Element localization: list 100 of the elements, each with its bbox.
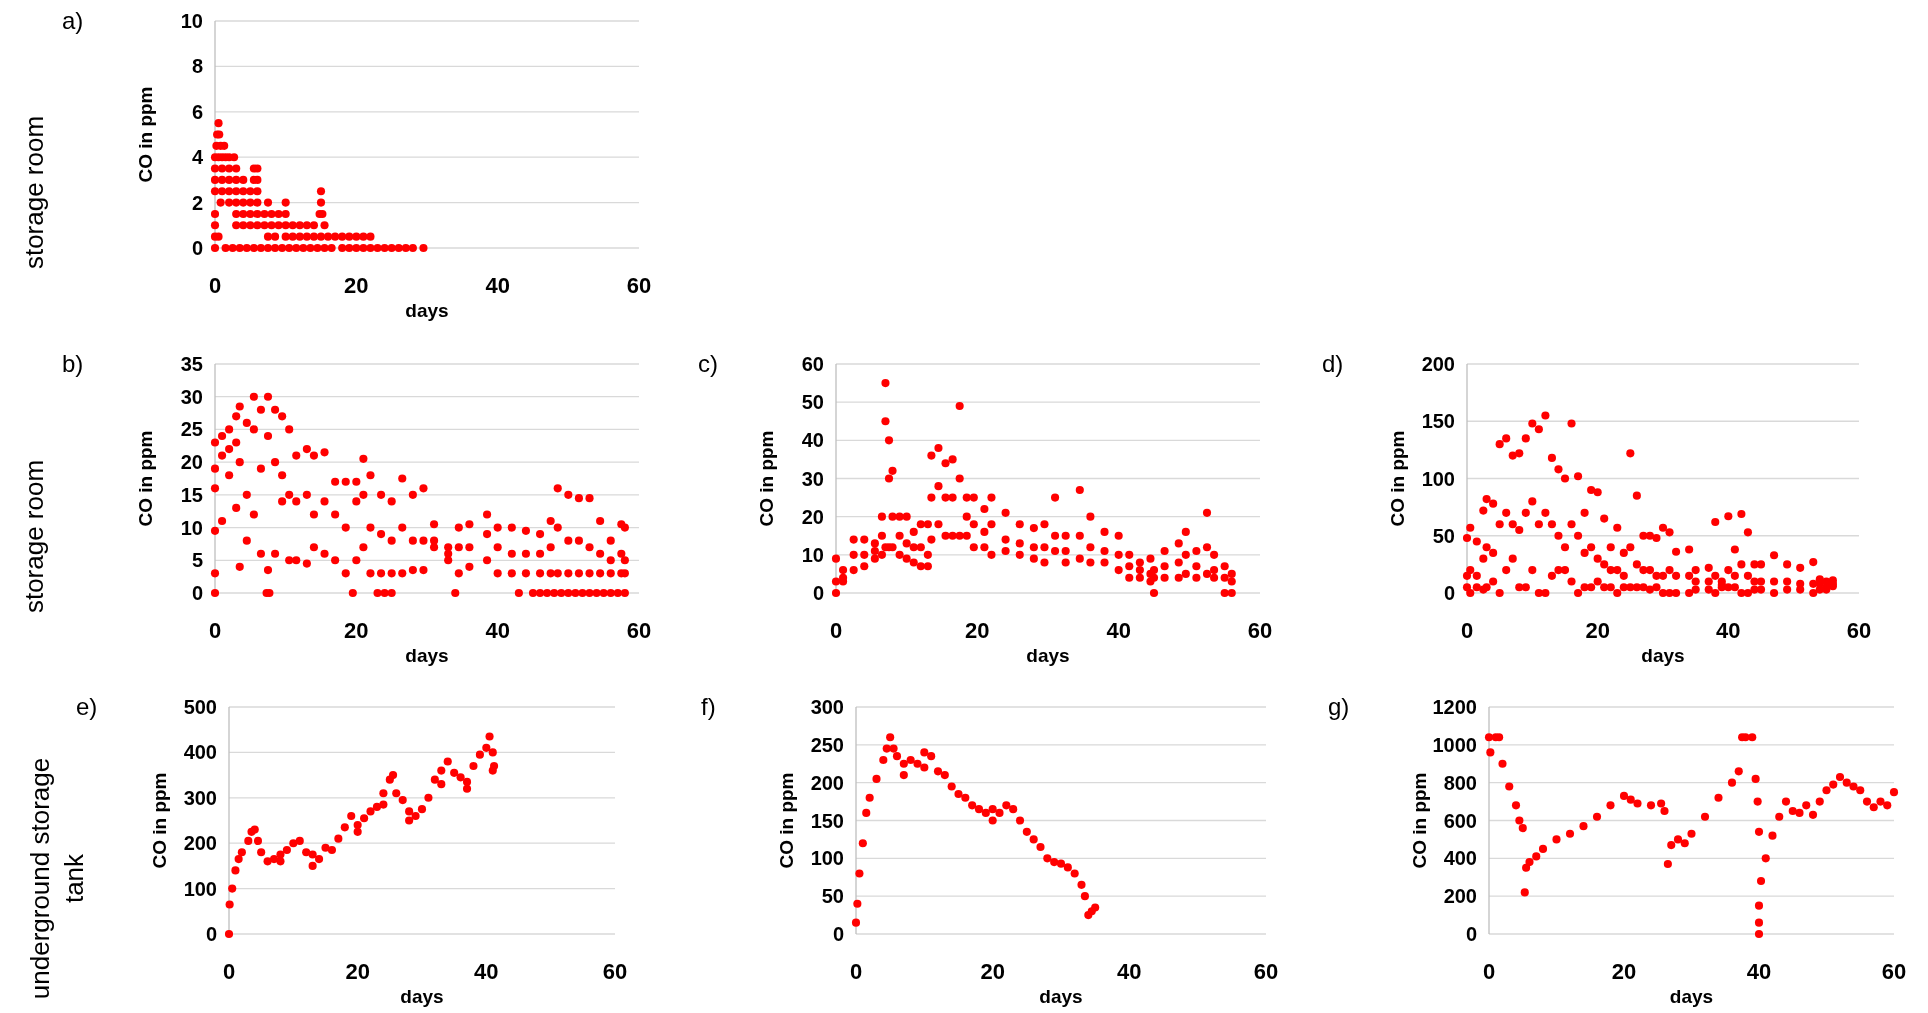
point (1002, 801, 1011, 810)
point (398, 796, 407, 805)
y-axis-title: CO in ppm (1386, 430, 1408, 527)
y-axis-title: CO in ppm (134, 86, 156, 183)
point (379, 789, 388, 798)
y-tick-label: 200 (1421, 353, 1455, 375)
y-tick-label: 25 (180, 418, 203, 441)
y-tick-label: 150 (810, 809, 844, 832)
y-tick-label: 0 (191, 237, 203, 259)
x-tick-label: 40 (1716, 617, 1741, 643)
point (886, 733, 895, 742)
point (995, 808, 1004, 817)
point (456, 773, 465, 782)
y-tick-label: 100 (1421, 467, 1455, 490)
y-tick-label: 30 (801, 467, 824, 490)
y-tick-label: 0 (205, 923, 217, 945)
point (388, 771, 398, 780)
y-tick-label: 250 (810, 733, 844, 756)
y-tick-label: 20 (180, 451, 203, 474)
point (353, 827, 362, 836)
x-tick-label: 60 (1881, 958, 1907, 984)
point (1036, 842, 1045, 852)
point (224, 929, 234, 939)
y-tick-label: 300 (810, 696, 844, 718)
point (340, 823, 349, 832)
point (353, 820, 362, 830)
y-tick-label: 100 (183, 877, 217, 900)
point (315, 855, 324, 864)
y-tick-label: 50 (801, 391, 824, 414)
y-axis-title: CO in ppm (134, 430, 156, 527)
point (961, 793, 970, 802)
point (968, 801, 977, 810)
x-tick-label: 40 (1117, 958, 1142, 984)
y-tick-label: 400 (1443, 847, 1477, 870)
point (1080, 892, 1089, 901)
x-tick-label: 20 (344, 617, 369, 643)
point (437, 766, 446, 775)
point (1056, 859, 1066, 868)
y-tick-label: 60 (801, 353, 824, 375)
y-tick-label: 2 (191, 191, 203, 214)
point (872, 774, 881, 783)
point (234, 855, 243, 864)
point (228, 884, 237, 893)
chart-title: f) (701, 693, 716, 721)
x-tick-label: 40 (1106, 617, 1131, 643)
y-tick-label: 50 (821, 885, 844, 908)
point (225, 900, 234, 909)
x-tick-label: 20 (345, 958, 370, 984)
point (851, 918, 861, 927)
x-axis-title: days (405, 299, 449, 321)
chart-title: b) (62, 350, 84, 378)
y-tick-label: 30 (180, 385, 203, 408)
x-tick-label: 0 (849, 958, 863, 984)
x-tick-label: 60 (626, 617, 652, 643)
y-tick-label: 100 (810, 847, 844, 870)
point (1050, 858, 1059, 867)
y-tick-label: 10 (180, 10, 203, 32)
point (1029, 835, 1038, 844)
x-tick-label: 0 (1482, 958, 1496, 984)
x-tick-label: 20 (1611, 958, 1637, 984)
point (392, 789, 401, 798)
x-tick-label: 60 (626, 272, 652, 298)
point (469, 761, 478, 771)
point (927, 752, 936, 761)
chart-title: d) (1322, 350, 1344, 378)
point (334, 834, 343, 843)
y-tick-label: 4 (191, 146, 204, 169)
point (360, 814, 369, 823)
point (899, 771, 908, 780)
point (892, 752, 902, 761)
point (954, 789, 963, 799)
y-tick-label: 20 (801, 505, 824, 528)
point (940, 771, 949, 780)
x-tick-label: 60 (1247, 617, 1273, 643)
x-tick-label: 60 (602, 958, 628, 984)
point (411, 811, 420, 821)
x-tick-label: 0 (222, 958, 236, 984)
point (424, 793, 433, 802)
point (882, 744, 891, 753)
point (437, 780, 446, 789)
point (855, 869, 864, 878)
chart-title: c) (698, 350, 718, 378)
point (282, 845, 291, 855)
point (257, 848, 266, 857)
point (889, 744, 898, 753)
y-axis-title: CO in ppm (755, 430, 777, 527)
point (308, 850, 317, 859)
chart-title: a) (62, 7, 84, 35)
point (485, 732, 494, 741)
point (237, 848, 246, 857)
point (405, 807, 414, 816)
point (308, 861, 317, 870)
point (289, 839, 298, 848)
point (295, 836, 304, 845)
point (462, 777, 472, 786)
point (920, 748, 929, 757)
x-tick-label: 60 (1846, 617, 1872, 643)
point (974, 805, 984, 814)
x-tick-label: 20 (965, 617, 990, 643)
y-axis-title: CO in ppm (775, 772, 797, 869)
